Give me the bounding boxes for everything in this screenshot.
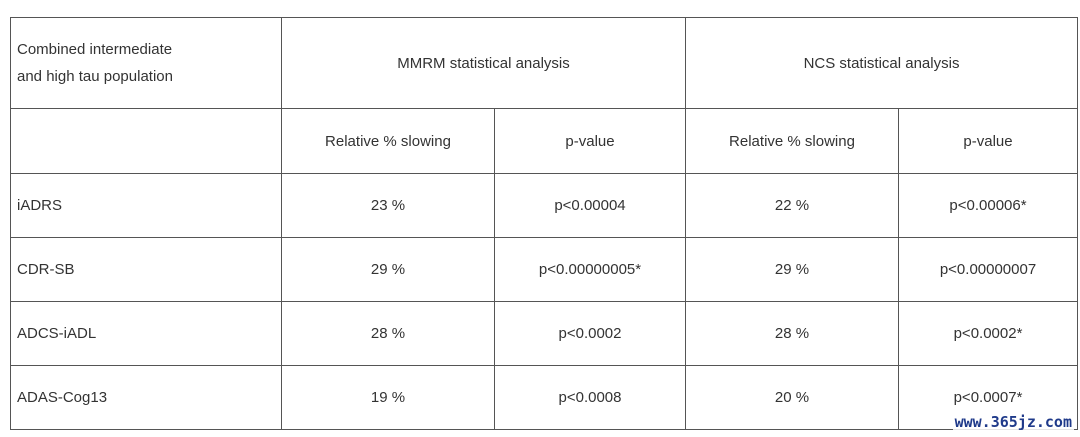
results-table: Combined intermediate and high tau popul… bbox=[10, 17, 1079, 430]
table-row: iADRS 23 % p<0.00004 22 % p<0.00006* bbox=[10, 173, 1079, 238]
corner-header-cell: Combined intermediate and high tau popul… bbox=[10, 17, 282, 109]
table-cell: p<0.00006* bbox=[897, 173, 1079, 238]
watermark-text: www.365jz.com bbox=[952, 413, 1074, 431]
row-label: CDR-SB bbox=[10, 237, 282, 302]
table-cell: 28 % bbox=[281, 301, 495, 366]
subheader-empty-cell bbox=[10, 108, 282, 174]
subheader-ncs-pvalue: p-value bbox=[897, 108, 1079, 174]
table-cell: 29 % bbox=[281, 237, 495, 302]
group-header-ncs: NCS statistical analysis bbox=[684, 17, 1079, 109]
subheader-row: Relative % slowing p-value Relative % sl… bbox=[10, 108, 1079, 174]
corner-header-line2: and high tau population bbox=[17, 68, 173, 85]
table-cell: 23 % bbox=[281, 173, 495, 238]
row-label: ADAS-Cog13 bbox=[10, 365, 282, 430]
group-header-row: Combined intermediate and high tau popul… bbox=[10, 17, 1079, 109]
subheader-mmrm-pvalue: p-value bbox=[494, 108, 686, 174]
table-cell: 20 % bbox=[685, 365, 899, 430]
table-cell: 29 % bbox=[685, 237, 899, 302]
table-cell: p<0.0002* bbox=[897, 301, 1079, 366]
table-cell: p<0.0002 bbox=[494, 301, 686, 366]
table-row: ADAS-Cog13 19 % p<0.0008 20 % p<0.0007* bbox=[10, 365, 1079, 430]
table-row: ADCS-iADL 28 % p<0.0002 28 % p<0.0002* bbox=[10, 301, 1079, 366]
table-cell: p<0.0008 bbox=[494, 365, 686, 430]
corner-header-line1: Combined intermediate bbox=[17, 41, 173, 58]
table-cell: p<0.00000005* bbox=[494, 237, 686, 302]
table-cell: 28 % bbox=[685, 301, 899, 366]
table-cell: p<0.00004 bbox=[494, 173, 686, 238]
subheader-ncs-slowing: Relative % slowing bbox=[685, 108, 899, 174]
row-label: ADCS-iADL bbox=[10, 301, 282, 366]
group-header-mmrm: MMRM statistical analysis bbox=[281, 17, 686, 109]
table-cell: 19 % bbox=[281, 365, 495, 430]
table-cell: 22 % bbox=[685, 173, 899, 238]
table-cell: p<0.00000007 bbox=[897, 237, 1079, 302]
row-label: iADRS bbox=[10, 173, 282, 238]
table-row: CDR-SB 29 % p<0.00000005* 29 % p<0.00000… bbox=[10, 237, 1079, 302]
subheader-mmrm-slowing: Relative % slowing bbox=[281, 108, 495, 174]
